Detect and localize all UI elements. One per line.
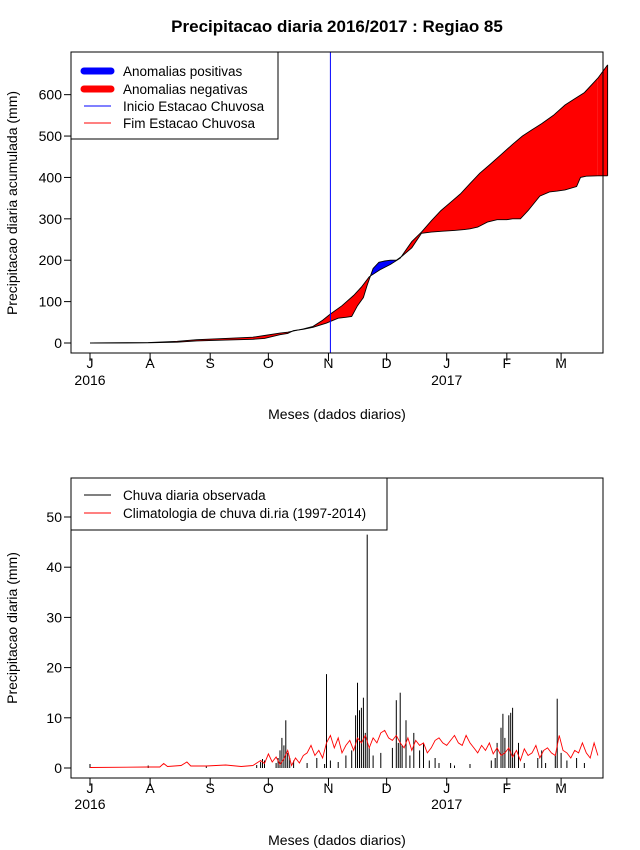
bottom-y-tick-label: 20 [46,660,62,676]
bottom-x-tick-label: N [323,780,333,796]
top-y-tick-label: 200 [39,252,63,268]
bottom-x-tick-label: A [145,780,155,796]
bottom-x-tick-label: D [382,780,392,796]
bottom-y-tick-label: 40 [46,559,62,575]
bottom-y-axis-label: Precipitacao diaria (mm) [4,552,20,704]
bottom-observed-bars [89,534,585,768]
top-x-tick-label: M [555,355,567,371]
negative-anomaly-area [299,274,372,330]
top-year-label: 2016 [74,372,105,388]
climatology-cumulative-line [89,64,608,344]
top-legend-box [70,51,279,140]
top-y-tick-label: 600 [39,87,63,103]
bottom-y-tick-label: 50 [46,509,62,525]
top-x-tick-label: J [443,355,450,371]
top-y-tick-label: 500 [39,128,63,144]
top-x-tick-label: A [145,355,155,371]
top-y-tick-label: 400 [39,169,63,185]
bottom-y-tick-label: 10 [46,710,62,726]
legend-label-climatology: Climatologia de chuva di.ria (1997-2014) [123,506,366,521]
top-x-tick-label: N [323,355,333,371]
top-x-tick-label: D [382,355,392,371]
bottom-x-tick-label: M [555,780,567,796]
top-y-tick-label: 0 [54,335,62,351]
bottom-x-tick-label: O [263,780,274,796]
bottom-x-tick-label: J [87,780,94,796]
legend-label-positive-anomaly: Anomalias positivas [123,64,243,79]
bottom-year-label: 2017 [431,796,462,812]
bottom-year-label: 2016 [74,796,105,812]
legend-label-rainy-end: Fim Estacao Chuvosa [123,116,256,131]
top-x-tick-label: S [206,355,215,371]
bottom-y-tick-label: 30 [46,609,62,625]
top-x-tick-label: F [503,355,512,371]
bottom-x-tick-label: F [503,780,512,796]
bottom-y-tick-label: 0 [54,760,62,776]
bottom-x-axis-label: Meses (dados diarios) [268,832,406,848]
top-x-axis: J A S O N D J F M 2016 2017 [74,352,567,388]
bottom-x-tick-label: J [443,780,450,796]
bottom-x-tick-label: S [206,780,215,796]
top-y-axis: 0 100 200 300 400 500 600 [39,87,72,351]
legend-label-negative-anomaly: Anomalias negativas [123,82,248,97]
top-chart: 0 100 200 300 400 500 600 J A S O N D J F M 2016 2017 Me… [4,51,609,422]
top-series-lines [89,64,609,344]
top-y-tick-label: 100 [39,294,63,310]
legend-label-rainy-start: Inicio Estacao Chuvosa [123,99,265,114]
negative-anomaly-area [401,78,598,257]
climatology-line [89,729,599,768]
bottom-y-axis: 0 10 20 30 40 50 [46,509,72,776]
top-x-axis-label: Meses (dados diarios) [268,406,406,422]
bottom-x-axis: J A S O N D J F M 2016 2017 [74,777,567,812]
legend-label-observed: Chuva diaria observada [123,488,266,503]
top-y-axis-label: Precipitacao diaria acumulada (mm) [4,91,20,315]
observed-cumulative-line [89,175,608,344]
top-chart-title: Precipitacao diaria 2016/2017 : Regiao 8… [171,17,503,36]
bottom-legend-box [70,477,388,531]
top-y-tick-label: 300 [39,211,63,227]
top-x-tick-label: O [263,355,274,371]
top-legend: Anomalias positivas Anomalias negativas … [70,51,279,140]
top-year-label: 2017 [431,372,462,388]
top-x-tick-label: J [87,355,94,371]
bottom-chart: 0 10 20 30 40 50 J A S O N D J F M 2016 2017 Meses (dad… [4,477,604,848]
bottom-legend: Chuva diaria observada Climatologia de c… [70,477,388,531]
